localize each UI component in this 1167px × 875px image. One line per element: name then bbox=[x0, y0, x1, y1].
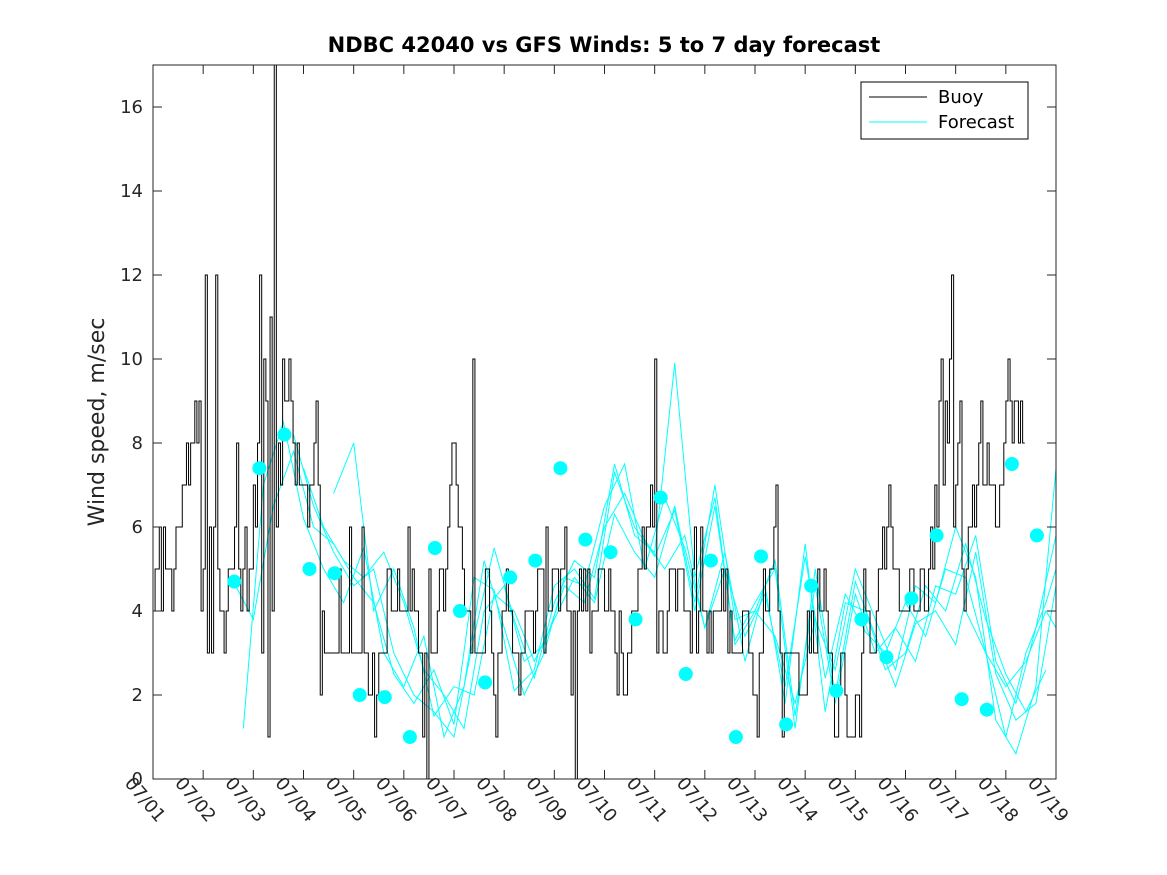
buoy-series-line bbox=[153, 64, 1025, 780]
y-tick-label: 4 bbox=[132, 601, 143, 622]
y-axis-label: Wind speed, m/sec bbox=[85, 318, 110, 527]
buoy-line bbox=[153, 64, 1025, 780]
y-tick-label: 12 bbox=[120, 265, 143, 286]
forecast-marker bbox=[302, 562, 317, 576]
forecast-marker bbox=[653, 490, 668, 505]
forecast-marker bbox=[1029, 528, 1044, 543]
y-tick-label: 16 bbox=[120, 97, 143, 118]
y-tick-label: 14 bbox=[120, 181, 143, 202]
y-tick-label: 2 bbox=[132, 685, 143, 706]
forecast-marker bbox=[678, 667, 693, 681]
forecast-marker bbox=[553, 461, 568, 476]
forecast-marker bbox=[578, 532, 593, 547]
forecast-marker bbox=[252, 461, 267, 476]
forecast-marker bbox=[904, 591, 919, 606]
chart-title: NDBC 42040 vs GFS Winds: 5 to 7 day fore… bbox=[328, 33, 881, 57]
forecast-marker bbox=[628, 612, 643, 627]
forecast-marker bbox=[227, 574, 242, 589]
forecast-marker bbox=[327, 566, 342, 581]
forecast-marker bbox=[929, 528, 944, 543]
y-tick-label: 8 bbox=[132, 433, 143, 454]
forecast-marker bbox=[402, 730, 417, 744]
forecast-marker bbox=[478, 675, 493, 690]
forecast-marker bbox=[728, 730, 743, 744]
forecast-marker bbox=[779, 717, 794, 732]
forecast-marker bbox=[352, 688, 367, 702]
forecast-marker bbox=[1004, 457, 1019, 471]
y-tick-label: 10 bbox=[120, 349, 143, 370]
forecast-marker bbox=[979, 702, 994, 717]
forecast-marker bbox=[804, 578, 819, 593]
plot-area bbox=[153, 64, 1057, 780]
y-axis-ticks: 0 2 4 6 8 10 12 14 16 bbox=[120, 97, 1056, 790]
forecast-marker bbox=[879, 650, 894, 665]
forecast-run-line bbox=[333, 442, 1057, 756]
forecast-marker bbox=[703, 553, 718, 568]
legend-box bbox=[860, 81, 1029, 140]
y-tick-label: 6 bbox=[132, 517, 143, 538]
forecast-run-line bbox=[965, 568, 1057, 738]
forecast-marker bbox=[854, 612, 869, 627]
forecast-marker bbox=[453, 604, 467, 618]
forecast-marker bbox=[954, 692, 969, 707]
forecast-marker bbox=[277, 427, 292, 442]
forecast-marker bbox=[754, 549, 768, 564]
legend-label-forecast: Forecast bbox=[938, 112, 1014, 133]
forecast-marker bbox=[377, 690, 392, 705]
forecast-marker bbox=[427, 541, 442, 555]
legend: Buoy Forecast bbox=[860, 81, 1029, 140]
forecast-marker bbox=[503, 570, 518, 585]
forecast-markers bbox=[227, 427, 1044, 744]
y-tick-label: 0 bbox=[132, 769, 143, 790]
legend-label-buoy: Buoy bbox=[938, 87, 984, 108]
forecast-marker bbox=[829, 683, 844, 698]
forecast-marker bbox=[603, 545, 618, 560]
forecast-marker bbox=[528, 553, 543, 568]
